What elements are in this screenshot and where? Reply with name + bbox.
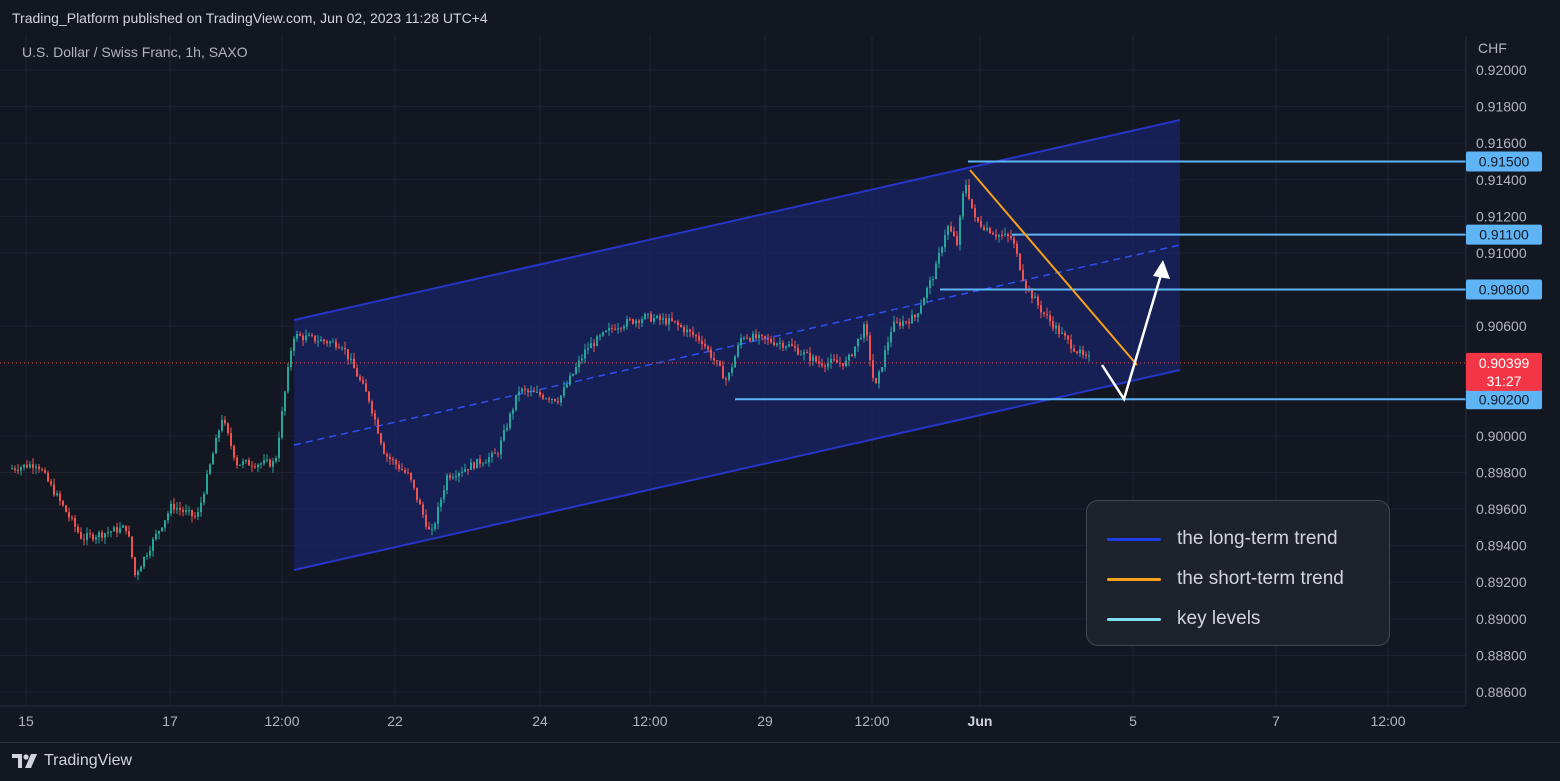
annotations — [969, 169, 1170, 402]
price-tick-label: 0.91800 — [1476, 99, 1527, 115]
channel-lower-line — [293, 369, 1181, 571]
time-tick-label: 5 — [1129, 713, 1137, 729]
tradingview-logo-icon — [12, 754, 37, 768]
time-tick-label: 12:00 — [854, 713, 889, 729]
key-level-price: 0.91500 — [1479, 153, 1530, 169]
key-level-price: 0.90200 — [1479, 391, 1530, 407]
key-level-price: 0.90800 — [1479, 282, 1530, 298]
channel-upper-line — [293, 119, 1181, 321]
time-tick-label: 12:00 — [1370, 713, 1405, 729]
legend-label: the short-term trend — [1177, 568, 1344, 589]
price-tick-label: 0.89400 — [1476, 538, 1527, 554]
long-term-channel — [293, 119, 1181, 571]
time-tick-label: 24 — [532, 713, 548, 729]
arrow-head — [1153, 260, 1170, 279]
time-tick-label: 29 — [757, 713, 773, 729]
price-tick-label: 0.90000 — [1476, 428, 1527, 444]
legend-item-short-term: the short-term trend — [1107, 559, 1369, 599]
price-tick-label: 0.91600 — [1476, 135, 1527, 151]
symbol-title[interactable]: U.S. Dollar / Swiss Franc, 1h, SAXO — [22, 44, 248, 60]
price-tick-label: 0.89000 — [1476, 611, 1527, 627]
tradingview-brand[interactable]: TradingView — [12, 752, 132, 770]
time-tick-label: 15 — [18, 713, 34, 729]
current-price-value: 0.90399 — [1479, 355, 1530, 371]
key-level-tag — [1466, 224, 1542, 245]
legend-item-long-term: the long-term trend — [1107, 519, 1369, 559]
key-level-tag — [1466, 151, 1542, 172]
price-tick-label: 0.89600 — [1476, 501, 1527, 517]
price-chart[interactable]: CHF0.920000.918000.916000.914000.912000.… — [0, 0, 1560, 742]
price-tags: 0.91500 0.91100 0.90800 0.90200 0.90399 31:27 — [1466, 151, 1542, 410]
trend-legend: the long-term trend the short-term trend… — [1086, 500, 1390, 646]
footer: TradingView — [0, 742, 1560, 781]
channel-median-line — [293, 244, 1181, 446]
time-tick-label: 12:00 — [264, 713, 299, 729]
price-tick-label: 0.91200 — [1476, 208, 1527, 224]
price-tick-label: 0.88800 — [1476, 647, 1527, 663]
short-term-trend-line — [969, 169, 1138, 366]
key-level-lines — [0, 160, 1466, 401]
time-tick-label: 12:00 — [632, 713, 667, 729]
time-axis[interactable]: 15 17 12:00 22 24 12:00 29 12:00 Jun 5 7 12:00 — [18, 713, 1406, 729]
axis-currency: CHF — [1478, 40, 1507, 56]
price-tick-label: 0.92000 — [1476, 62, 1527, 78]
key-level-price: 0.91100 — [1479, 227, 1529, 243]
legend-label: key levels — [1177, 608, 1261, 629]
price-tick-label: 0.89800 — [1476, 464, 1527, 480]
time-tick-label: 17 — [162, 713, 178, 729]
price-tick-label: 0.89200 — [1476, 574, 1527, 590]
candlesticks — [11, 179, 1090, 581]
brand-text: TradingView — [44, 752, 133, 769]
legend-swatch — [1107, 577, 1161, 581]
price-tick-label: 0.91000 — [1476, 245, 1527, 261]
publish-info: Trading_Platform published on TradingVie… — [12, 10, 488, 26]
price-axis[interactable]: CHF 0.92000 0.91800 0.91600 0.91400 0.91200 0.… — [1476, 40, 1527, 700]
key-level-tag — [1466, 389, 1542, 410]
price-tick-label: 0.91400 — [1476, 172, 1527, 188]
legend-swatch — [1107, 537, 1161, 541]
time-tick-label: 7 — [1272, 713, 1280, 729]
price-tick-label: 0.90600 — [1476, 318, 1527, 334]
current-price-tag — [1466, 352, 1542, 391]
projected-path-arrow — [1100, 267, 1165, 402]
legend-swatch — [1107, 617, 1161, 621]
bar-countdown: 31:27 — [1486, 373, 1521, 389]
key-level-tag — [1466, 279, 1542, 300]
price-tick-label: 0.88600 — [1476, 684, 1527, 700]
legend-item-key-levels: key levels — [1107, 599, 1369, 639]
legend-label: the long-term trend — [1177, 528, 1338, 549]
time-tick-label: 22 — [387, 713, 403, 729]
time-tick-label: Jun — [968, 713, 993, 729]
channel-fill — [294, 120, 1180, 570]
publish-header: Trading_Platform published on TradingVie… — [0, 0, 1560, 36]
